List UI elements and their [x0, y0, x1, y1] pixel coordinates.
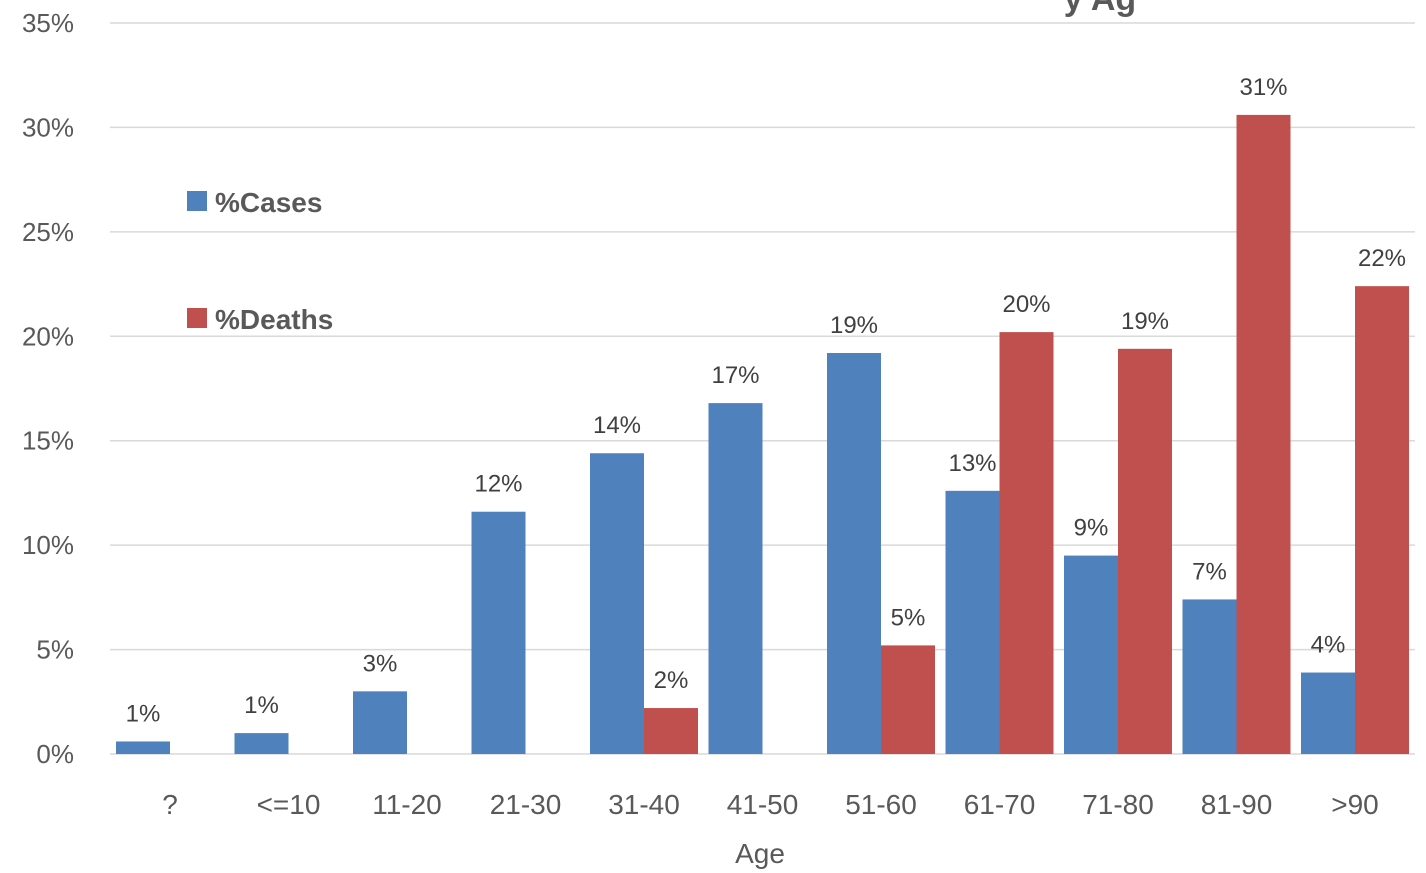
data-label-cases: 9% [1074, 515, 1109, 542]
bar-cases [1301, 672, 1355, 754]
data-label-cases: 14% [593, 412, 641, 439]
data-label-cases: 19% [830, 312, 878, 339]
x-tick-label: 71-80 [1082, 789, 1154, 820]
bar-cases [1064, 555, 1118, 754]
legend-label-cases: %Cases [215, 187, 322, 218]
data-label-cases: 13% [948, 450, 996, 477]
data-label-cases: 1% [126, 700, 161, 727]
chart-title: y Ag [1064, 0, 1136, 18]
data-label-deaths: 2% [654, 667, 689, 694]
x-tick-label: >90 [1331, 789, 1379, 820]
y-tick-label: 5% [36, 635, 74, 665]
x-tick-label: ? [162, 789, 178, 820]
data-label-deaths: 22% [1358, 245, 1406, 272]
data-labels: 1% 1% 3% 12% 14% 2% 17% 19% 5% 13% 20% 9% 19% 7% 31% 4%… [126, 74, 1406, 728]
bar-deaths [999, 332, 1054, 754]
data-label-cases: 3% [363, 650, 398, 677]
bars [116, 114, 1409, 754]
bar-cases [353, 691, 407, 754]
data-label-deaths: 19% [1121, 308, 1169, 335]
bar-deaths [1236, 114, 1291, 754]
x-tick-label: 81-90 [1201, 789, 1273, 820]
bar-cases [708, 403, 763, 754]
legend-label-deaths: %Deaths [215, 304, 333, 335]
x-tick-label: 11-20 [372, 789, 442, 820]
x-tick-label: <=10 [257, 789, 321, 820]
x-tick-label: 51-60 [845, 789, 917, 820]
y-tick-label: 15% [22, 426, 74, 456]
bar-deaths [644, 708, 698, 754]
bar-deaths [1118, 348, 1172, 754]
data-label-deaths: 31% [1239, 74, 1287, 101]
legend: %Cases %Deaths [187, 187, 333, 335]
x-tick-label: 31-40 [608, 789, 680, 820]
bar-deaths [1355, 286, 1409, 754]
y-tick-label: 25% [22, 217, 74, 247]
y-tick-label: 30% [22, 112, 74, 142]
data-label-cases: 4% [1311, 632, 1346, 659]
bar-cases [116, 741, 170, 754]
data-label-deaths: 20% [1002, 291, 1050, 318]
legend-swatch-deaths [187, 308, 207, 328]
bar-cases [945, 490, 1000, 754]
legend-swatch-cases [187, 191, 207, 211]
data-label-cases: 12% [474, 471, 522, 498]
bar-cases [590, 453, 644, 754]
data-label-cases: 17% [711, 362, 759, 389]
bar-deaths [881, 645, 935, 754]
y-tick-label: 10% [22, 530, 74, 560]
y-tick-label: 35% [22, 8, 74, 38]
x-axis-ticks: ? <=10 11-20 21-30 31-40 41-50 51-60 61-70 71-80… [162, 789, 1379, 820]
bar-cases [471, 511, 526, 754]
x-tick-label: 21-30 [490, 789, 562, 820]
data-label-cases: 7% [1192, 558, 1227, 585]
y-tick-label: 0% [36, 739, 74, 769]
bar-cases [1182, 599, 1237, 754]
x-tick-label: 61-70 [964, 789, 1036, 820]
x-tick-label: 41-50 [727, 789, 799, 820]
bar-cases [234, 733, 289, 754]
y-axis-ticks: 0% 5% 10% 15% 20% 25% 30% 35% [22, 8, 74, 769]
bar-cases [827, 352, 881, 754]
data-label-deaths: 5% [891, 604, 926, 631]
x-axis-title: Age [735, 838, 785, 869]
data-label-cases: 1% [244, 692, 279, 719]
y-tick-label: 20% [22, 321, 74, 351]
